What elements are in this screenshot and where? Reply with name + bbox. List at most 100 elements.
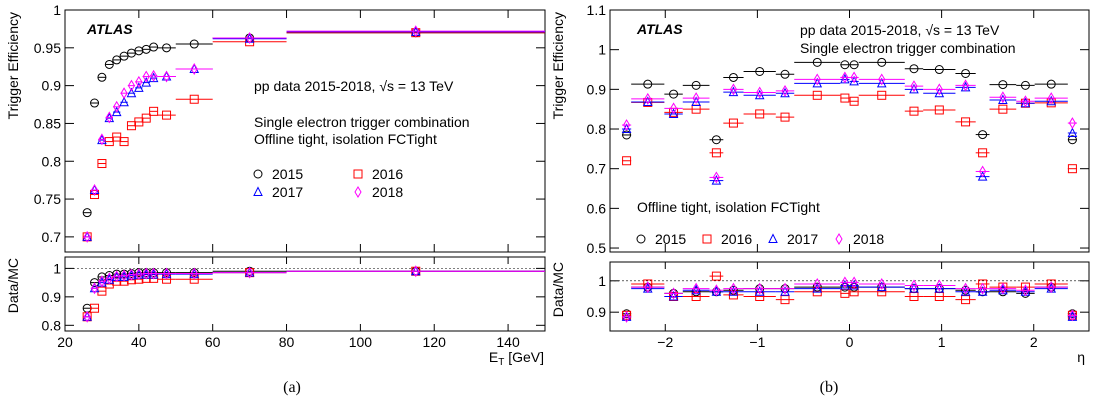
series-2015-point-a — [162, 43, 172, 53]
series-2016-point-b — [780, 112, 790, 122]
series-2018-ratio-point-a — [135, 268, 143, 281]
x-axis-label-b: η — [1077, 349, 1085, 365]
atlas-label-b: ATLAS — [636, 21, 683, 37]
series-2016-ratio-point-a — [90, 303, 100, 313]
series-2015-point-a — [112, 55, 122, 65]
series-2018-point-a — [190, 63, 198, 75]
ratio-y-tick-label-a: 0.9 — [42, 289, 62, 305]
series-2015-point-b — [961, 68, 971, 78]
legend-label-2016-a: 2016 — [372, 166, 403, 182]
series-2015-point-b — [978, 130, 988, 140]
y-tick-label-b: 1.1 — [587, 2, 607, 18]
series-2015-point-b — [1067, 135, 1077, 145]
y-tick-label-b: 0.5 — [587, 240, 607, 256]
series-2015-ratio-point-b — [691, 287, 701, 297]
series-2016-point-b — [877, 90, 887, 100]
atlas-label-a: ATLAS — [86, 21, 133, 37]
series-2016-ratio-point-b — [1046, 279, 1056, 289]
x-tick-label-a: 80 — [279, 334, 295, 350]
series-2018-ratio-point-b — [935, 279, 943, 292]
series-2018-point-b — [961, 79, 970, 92]
series-2017-point-b — [812, 77, 823, 88]
series-2016-point-b — [849, 96, 859, 106]
series-2018-ratio-point-a — [412, 265, 420, 278]
series-2018-ratio-point-a — [142, 267, 150, 280]
series-2018-ratio-point-b — [692, 282, 700, 295]
series-2018-ratio-point-a — [90, 282, 99, 295]
series-2018-point-b — [692, 92, 700, 105]
legend-marker-2016-a — [353, 169, 363, 179]
legend-label-2015-a: 2015 — [272, 166, 303, 182]
series-2016-ratio-point-b — [877, 287, 887, 297]
series-2017-point-b — [849, 75, 859, 86]
series-2015-point-b — [691, 80, 701, 90]
series-2018-point-b — [1047, 92, 1055, 105]
series-2018-ratio-point-a — [246, 266, 254, 279]
legend-label-2016-b: 2016 — [721, 231, 752, 247]
series-2017-point-a — [141, 76, 152, 87]
series-2018-ratio-point-b — [910, 279, 918, 292]
series-2018-ratio-point-b — [644, 281, 652, 294]
series-2016-point-a — [189, 94, 199, 104]
series-2018-point-b — [729, 83, 738, 96]
series-2015-ratio-point-b — [998, 287, 1008, 297]
x-tick-label-a: 20 — [57, 334, 73, 350]
legend-label-2018-b: 2018 — [853, 231, 884, 247]
series-2016-point-b — [909, 106, 919, 116]
series-2018-point-a — [142, 70, 150, 83]
series-2018-point-a — [120, 87, 128, 100]
x-tick-label-b: −1 — [749, 334, 765, 350]
series-2018-point-b — [878, 73, 886, 86]
series-2018-ratio-point-a — [190, 267, 198, 280]
series-2017-point-a — [134, 82, 144, 92]
y-tick-label-b: 0.9 — [587, 81, 607, 97]
series-2017-point-a — [111, 106, 122, 117]
series-2018-ratio-point-b — [622, 310, 631, 323]
ratio-y-axis-label-a: Data/MC — [5, 258, 21, 313]
legend-b: 2015 2016 2017 2018 — [636, 231, 884, 247]
series-2017-point-b — [909, 83, 919, 94]
series-2016-point-a — [141, 113, 151, 123]
series-2018-ratio-point-b — [712, 284, 720, 297]
series-2018-point-a — [150, 69, 158, 82]
series-2018-point-b — [781, 84, 789, 97]
series-2017-point-b — [1067, 127, 1078, 137]
series-2015-point-a — [149, 42, 159, 52]
y-axis-label-a: Trigger Efficiency — [5, 12, 21, 119]
series-2018-ratio-point-b — [813, 277, 821, 290]
ratio-frame-a — [64, 256, 546, 332]
series-2018-ratio-point-a — [150, 267, 158, 280]
y-tick-label-a: 0.85 — [34, 115, 61, 131]
series-2015-point-b — [1046, 79, 1056, 89]
x-tick-label-a: 40 — [131, 334, 147, 350]
info-line-a-3: Single electron trigger combination — [254, 114, 470, 130]
series-2017-point-b — [621, 123, 632, 134]
series-2015-point-a — [97, 72, 107, 82]
x-tick-label-a: 60 — [205, 334, 221, 350]
series-2016-point-b — [755, 109, 765, 119]
series-2018-point-b — [622, 119, 631, 132]
series-2018-point-b — [1021, 95, 1030, 108]
panel-a: 20 40 60 80 100 120 140 0.7 0.75 0.8 0.85 0.9 0.95 1 0… — [5, 2, 546, 396]
ratio-y-axis-label-b: Data/MC — [550, 262, 566, 317]
series-2016-ratio-point-b — [643, 279, 653, 289]
series-2016-point-a — [97, 159, 107, 169]
info-line-a-4: Offline tight, isolation FCTight — [254, 131, 437, 147]
series-2015-point-b — [909, 64, 919, 74]
series-2015-point-b — [1020, 80, 1030, 90]
series-2015-point-b — [728, 72, 738, 82]
x-tick-label-b: −2 — [657, 334, 673, 350]
series-2017-point-b — [1046, 95, 1057, 106]
series-2018-ratio-point-a — [113, 270, 121, 283]
ratio-y-tick-label-b: 1 — [598, 273, 606, 289]
series-2015-point-a — [90, 98, 100, 108]
ratio-y-tick-label-b: 0.9 — [587, 304, 607, 320]
series-2018-point-a — [135, 75, 143, 88]
series-2017-point-b — [977, 171, 988, 181]
series-2016-ratio-point-b — [755, 292, 765, 301]
legend-marker-2017-b — [768, 233, 778, 243]
series-2016-point-b — [1067, 164, 1077, 174]
x-tick-label-b: 0 — [846, 334, 854, 350]
series-2016-ratio-point-a — [189, 274, 199, 284]
panel-b: −2 −1 0 1 2 0.5 0.6 0.7 0.8 0.9 1 1.1 0.9 1 ATLAS pp … — [550, 2, 1090, 396]
